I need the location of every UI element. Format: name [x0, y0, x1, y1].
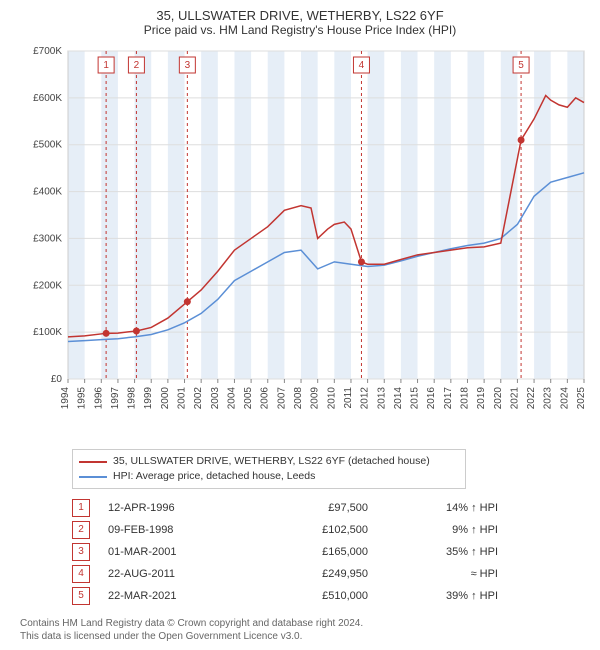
- sale-index-box: 2: [72, 521, 90, 539]
- svg-text:2011: 2011: [343, 387, 354, 409]
- sales-row: 2 09-FEB-1998£102,5009% ↑ HPI: [72, 519, 552, 541]
- svg-text:2022: 2022: [526, 387, 537, 410]
- svg-text:2013: 2013: [376, 387, 387, 410]
- svg-text:3: 3: [185, 60, 191, 71]
- svg-text:2003: 2003: [210, 387, 221, 410]
- svg-text:1999: 1999: [143, 387, 154, 410]
- sales-row: 1 12-APR-1996£97,50014% ↑ HPI: [72, 497, 552, 519]
- sales-row: 3 01-MAR-2001£165,00035% ↑ HPI: [72, 541, 552, 563]
- sales-row: 4 22-AUG-2011£249,950≈ HPI: [72, 563, 552, 585]
- sale-index-box: 4: [72, 565, 90, 583]
- svg-text:2000: 2000: [160, 387, 171, 410]
- sale-delta: 39% ↑ HPI: [398, 590, 498, 602]
- legend-item: 35, ULLSWATER DRIVE, WETHERBY, LS22 6YF …: [79, 454, 459, 469]
- sale-date: 22-AUG-2011: [108, 568, 238, 580]
- sale-index-box: 5: [72, 587, 90, 605]
- sale-price: £102,500: [238, 524, 398, 536]
- svg-text:2008: 2008: [293, 387, 304, 410]
- sale-price: £249,950: [238, 568, 398, 580]
- sale-delta: 9% ↑ HPI: [398, 524, 498, 536]
- svg-text:2004: 2004: [226, 387, 237, 410]
- chart-title: 35, ULLSWATER DRIVE, WETHERBY, LS22 6YF: [12, 8, 588, 23]
- svg-text:2015: 2015: [410, 387, 421, 410]
- svg-text:£500K: £500K: [33, 140, 62, 151]
- svg-text:2019: 2019: [476, 387, 487, 410]
- svg-text:2010: 2010: [326, 387, 337, 410]
- svg-text:1997: 1997: [110, 387, 121, 410]
- sale-delta: ≈ HPI: [398, 568, 498, 580]
- legend-item: HPI: Average price, detached house, Leed…: [79, 469, 459, 484]
- legend-swatch: [79, 461, 107, 463]
- svg-text:1996: 1996: [93, 387, 104, 410]
- svg-text:2: 2: [134, 60, 140, 71]
- legend-label: 35, ULLSWATER DRIVE, WETHERBY, LS22 6YF …: [113, 454, 430, 469]
- svg-text:2009: 2009: [310, 387, 321, 410]
- svg-text:1998: 1998: [127, 387, 138, 410]
- svg-text:2020: 2020: [493, 387, 504, 410]
- svg-text:2014: 2014: [393, 387, 404, 410]
- svg-text:2017: 2017: [443, 387, 454, 410]
- svg-text:2025: 2025: [576, 387, 587, 410]
- svg-text:£300K: £300K: [33, 233, 62, 244]
- svg-text:2021: 2021: [509, 387, 520, 410]
- legend-swatch: [79, 476, 107, 478]
- svg-text:2002: 2002: [193, 387, 204, 410]
- sale-index-box: 1: [72, 499, 90, 517]
- page: 35, ULLSWATER DRIVE, WETHERBY, LS22 6YF …: [0, 0, 600, 650]
- sale-delta: 14% ↑ HPI: [398, 502, 498, 514]
- svg-text:2001: 2001: [177, 387, 188, 410]
- sale-price: £510,000: [238, 590, 398, 602]
- svg-text:£200K: £200K: [33, 280, 62, 291]
- svg-text:1995: 1995: [77, 387, 88, 410]
- svg-text:5: 5: [518, 60, 524, 71]
- chart-subtitle: Price paid vs. HM Land Registry's House …: [12, 23, 588, 37]
- footer-line-2: This data is licensed under the Open Gov…: [20, 630, 588, 643]
- chart-svg: £0 £100K £200K £300K £400K £500K £600K £700K 199…: [12, 43, 588, 443]
- svg-text:1994: 1994: [60, 387, 71, 410]
- chart: £0 £100K £200K £300K £400K £500K £600K £700K 199…: [12, 43, 588, 443]
- sale-date: 01-MAR-2001: [108, 546, 238, 558]
- svg-text:1: 1: [103, 60, 109, 71]
- svg-text:2024: 2024: [559, 387, 570, 410]
- svg-text:4: 4: [359, 60, 365, 71]
- svg-text:£100K: £100K: [33, 327, 62, 338]
- svg-text:£0: £0: [51, 374, 63, 385]
- svg-text:2012: 2012: [360, 387, 371, 410]
- legend-label: HPI: Average price, detached house, Leed…: [113, 469, 315, 484]
- sale-date: 22-MAR-2021: [108, 590, 238, 602]
- sale-index-box: 3: [72, 543, 90, 561]
- svg-text:2005: 2005: [243, 387, 254, 410]
- sales-row: 5 22-MAR-2021£510,00039% ↑ HPI: [72, 585, 552, 607]
- svg-text:2018: 2018: [459, 387, 470, 410]
- legend: 35, ULLSWATER DRIVE, WETHERBY, LS22 6YF …: [72, 449, 466, 489]
- svg-text:2016: 2016: [426, 387, 437, 410]
- footer: Contains HM Land Registry data © Crown c…: [20, 617, 588, 643]
- svg-text:2007: 2007: [276, 387, 287, 410]
- svg-text:£400K: £400K: [33, 187, 62, 198]
- sale-delta: 35% ↑ HPI: [398, 546, 498, 558]
- svg-text:2006: 2006: [260, 387, 271, 410]
- sale-price: £165,000: [238, 546, 398, 558]
- svg-text:£700K: £700K: [33, 46, 62, 57]
- sales-table: 1 12-APR-1996£97,50014% ↑ HPI 2 09-FEB-1998…: [72, 497, 552, 607]
- sale-date: 12-APR-1996: [108, 502, 238, 514]
- sale-date: 09-FEB-1998: [108, 524, 238, 536]
- sale-price: £97,500: [238, 502, 398, 514]
- svg-text:£600K: £600K: [33, 93, 62, 104]
- svg-text:2023: 2023: [543, 387, 554, 410]
- footer-line-1: Contains HM Land Registry data © Crown c…: [20, 617, 588, 630]
